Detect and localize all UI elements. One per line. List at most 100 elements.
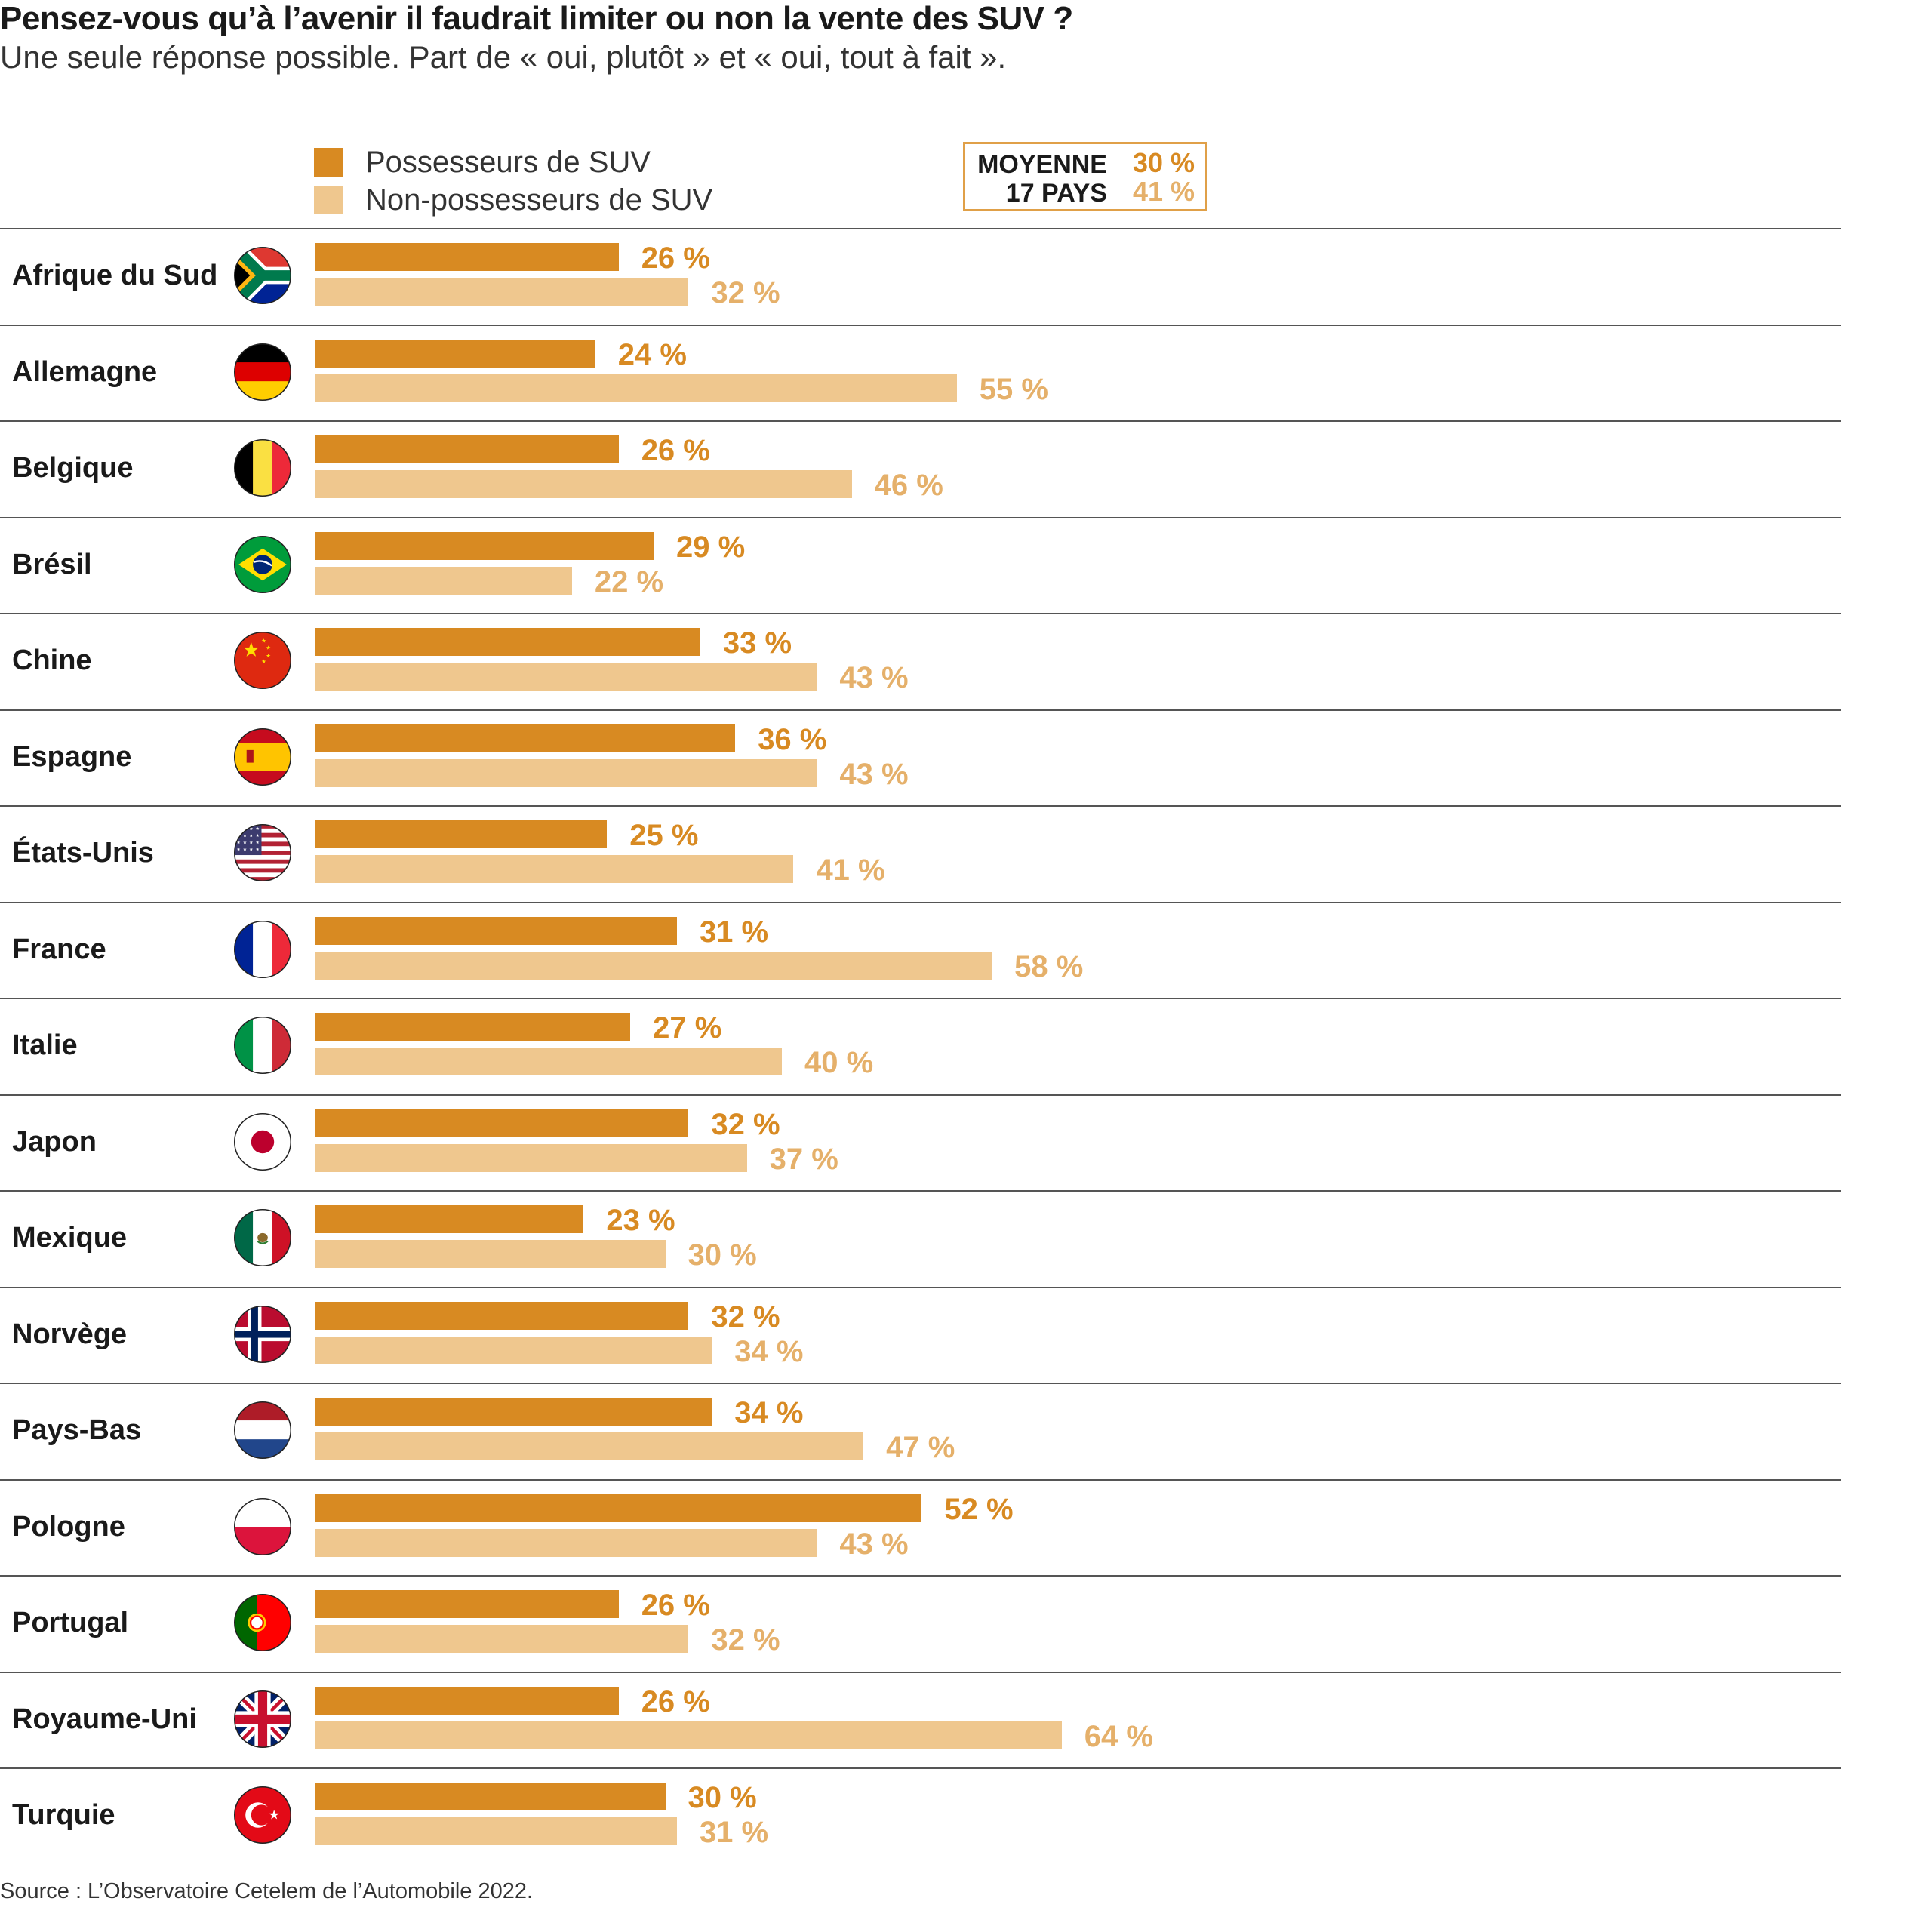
row-turquie-label: Turquie xyxy=(12,1799,115,1831)
owners-bar xyxy=(315,339,595,368)
no-flag-icon xyxy=(234,1305,291,1363)
owners-value-label: 25 % xyxy=(629,819,699,852)
owners-bar xyxy=(315,1109,689,1137)
row-bresil-label: Brésil xyxy=(12,548,92,580)
tr-flag-icon-svg xyxy=(234,1786,291,1844)
non-owners-value-label: 40 % xyxy=(804,1046,874,1079)
row-japon-label: Japon xyxy=(12,1125,97,1158)
owners-bar xyxy=(315,1205,584,1233)
row-divider xyxy=(0,1767,1841,1769)
owners-bar xyxy=(315,531,654,560)
non-owners-bar xyxy=(315,1240,666,1268)
non-owners-value-label: 30 % xyxy=(688,1238,757,1272)
owners-bar xyxy=(315,1783,666,1810)
br-flag-icon-svg xyxy=(234,535,291,593)
owners-bar xyxy=(315,916,677,945)
non-owners-value-label: 43 % xyxy=(839,661,909,694)
non-owners-bar xyxy=(315,1625,689,1653)
non-owners-bar xyxy=(315,566,572,595)
non-owners-bar xyxy=(315,374,957,402)
average-label-countries: 17 PAYS xyxy=(1005,179,1107,208)
non-owners-value-label: 34 % xyxy=(734,1334,804,1368)
row-allemagne-label: Allemagne xyxy=(12,355,158,388)
za-flag-icon xyxy=(234,247,291,304)
non-owners-bar xyxy=(315,278,689,306)
row-royaume-uni-label: Royaume-Uni xyxy=(12,1703,197,1735)
row-divider xyxy=(0,420,1841,422)
us-flag-icon xyxy=(234,824,291,881)
jp-flag-icon xyxy=(234,1112,291,1171)
owners-value-label: 34 % xyxy=(734,1396,804,1429)
es-flag-icon-svg xyxy=(234,728,291,786)
non-owners-value-label: 32 % xyxy=(711,1623,780,1657)
row-divider xyxy=(0,613,1841,614)
row-divider xyxy=(0,1478,1841,1481)
be-flag-icon xyxy=(234,439,291,497)
owners-value-label: 26 % xyxy=(641,1589,710,1622)
average-non-owners-value: 41 % xyxy=(1132,176,1195,207)
owners-bar xyxy=(315,243,619,271)
legend-label-owners: Possesseurs de SUV xyxy=(365,145,651,179)
nl-flag-icon xyxy=(234,1401,291,1459)
owners-bar xyxy=(315,1301,689,1330)
average-label: MOYENNE xyxy=(977,150,1107,179)
legend: Possesseurs de SUV Non-possesseurs de SU… xyxy=(314,143,712,219)
non-owners-bar xyxy=(315,1721,1062,1749)
non-owners-bar xyxy=(315,1432,864,1460)
row-pologne-label: Pologne xyxy=(12,1510,125,1543)
non-owners-bar xyxy=(315,1336,712,1364)
mx-flag-icon-svg xyxy=(234,1209,291,1266)
tr-flag-icon xyxy=(234,1786,291,1844)
non-owners-bar xyxy=(315,758,817,787)
jp-flag-icon-svg xyxy=(234,1112,291,1171)
legend-item-non-owners: Non-possesseurs de SUV xyxy=(314,181,712,219)
owners-value-label: 32 % xyxy=(711,1107,780,1141)
average-owners-value: 30 % xyxy=(1132,147,1195,178)
owners-value-label: 32 % xyxy=(711,1300,780,1334)
non-owners-bar xyxy=(315,1143,747,1172)
pl-flag-icon-svg xyxy=(234,1497,291,1555)
be-flag-icon-svg xyxy=(234,439,291,497)
us-flag-icon-svg xyxy=(234,824,291,881)
row-france-label: France xyxy=(12,933,106,965)
row-etats-unis-label: États-Unis xyxy=(12,837,154,869)
non-owners-value-label: 64 % xyxy=(1084,1719,1153,1753)
non-owners-value-label: 55 % xyxy=(979,372,1048,406)
nl-flag-icon-svg xyxy=(234,1401,291,1459)
row-italie-label: Italie xyxy=(12,1029,78,1061)
row-belgique-label: Belgique xyxy=(12,452,134,484)
non-owners-value-label: 37 % xyxy=(769,1142,838,1176)
row-divider xyxy=(0,1671,1841,1673)
row-divider xyxy=(0,324,1841,326)
row-divider xyxy=(0,516,1841,518)
pt-flag-icon-svg xyxy=(234,1594,291,1651)
owners-bar xyxy=(315,1590,619,1618)
owners-value-label: 23 % xyxy=(606,1204,675,1237)
owners-bar xyxy=(315,820,608,848)
non-owners-value-label: 31 % xyxy=(699,1816,769,1849)
owners-bar xyxy=(315,435,619,463)
es-flag-icon xyxy=(234,728,291,786)
owners-bar xyxy=(315,1686,619,1715)
non-owners-value-label: 58 % xyxy=(1014,949,1084,983)
legend-item-owners: Possesseurs de SUV xyxy=(314,143,712,181)
row-divider xyxy=(0,1190,1841,1192)
non-owners-bar xyxy=(315,855,794,883)
non-owners-value-label: 46 % xyxy=(874,469,943,502)
row-mexique-label: Mexique xyxy=(12,1222,128,1254)
owners-value-label: 26 % xyxy=(641,242,710,275)
non-owners-value-label: 41 % xyxy=(816,854,885,887)
row-portugal-label: Portugal xyxy=(12,1607,129,1638)
uk-flag-icon xyxy=(234,1690,291,1748)
row-divider xyxy=(0,228,1841,229)
row-divider xyxy=(0,901,1841,903)
row-divider xyxy=(0,1286,1841,1288)
pl-flag-icon xyxy=(234,1497,291,1555)
owners-value-label: 24 % xyxy=(617,337,687,371)
owners-value-label: 27 % xyxy=(653,1011,722,1044)
row-divider xyxy=(0,998,1841,999)
it-flag-icon xyxy=(234,1017,291,1074)
row-afrique-du-sud-label: Afrique du Sud xyxy=(12,260,218,291)
non-owners-value-label: 43 % xyxy=(839,757,909,791)
it-flag-icon-svg xyxy=(234,1017,291,1074)
